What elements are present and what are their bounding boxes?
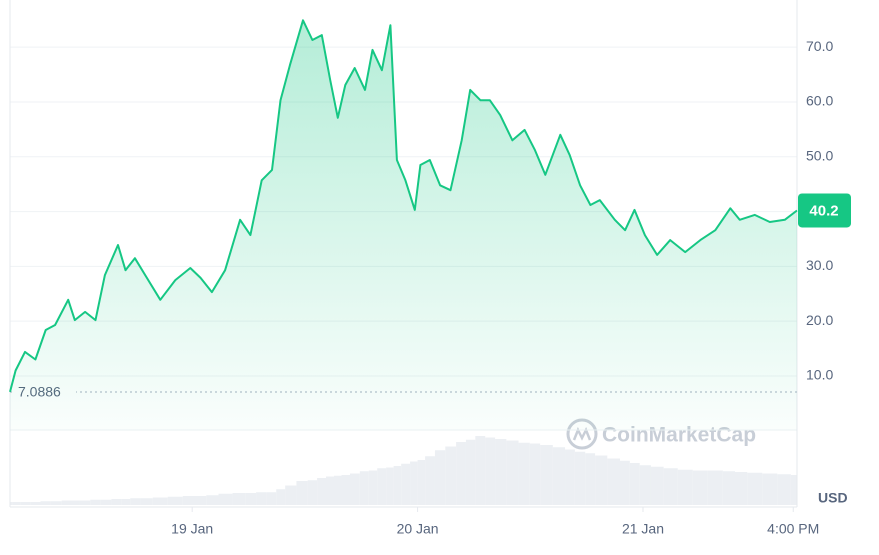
- volume-bar: [266, 492, 277, 505]
- volume-bar: [540, 445, 553, 505]
- volume-bar: [152, 497, 168, 505]
- unit-label: USD: [818, 490, 848, 506]
- last-price-label: 40.2: [809, 202, 838, 219]
- volume-bar: [595, 455, 608, 505]
- volume-bar: [307, 480, 318, 505]
- volume-bar: [79, 500, 91, 505]
- volume-bar: [777, 474, 791, 505]
- volume-bar: [552, 447, 566, 505]
- volume-bar: [368, 470, 378, 505]
- y-tick-label: 60.0: [806, 93, 833, 109]
- volume-bar: [574, 451, 586, 505]
- last-price-tag: [798, 193, 851, 228]
- volume-bar: [341, 475, 350, 505]
- volume-bar: [245, 493, 257, 505]
- volume-bar: [410, 461, 418, 505]
- volume-bar: [326, 476, 335, 505]
- volume-bar: [30, 502, 41, 505]
- volume-bar: [349, 473, 360, 505]
- volume-bar: [50, 501, 62, 505]
- volume-bar: [445, 446, 457, 505]
- volume-bar: [485, 437, 496, 505]
- volume-bar: [167, 496, 183, 505]
- volume-bar: [140, 498, 153, 505]
- volume-bar: [40, 501, 51, 505]
- volume-bar: [296, 481, 308, 505]
- volume-bar: [359, 471, 369, 505]
- volume-bar: [386, 467, 394, 505]
- volume-bar: [20, 502, 31, 505]
- volume-bar: [100, 499, 112, 505]
- volume-bar: [650, 466, 664, 505]
- volume-bar: [707, 470, 723, 505]
- volume-bar: [71, 500, 80, 505]
- volume-bar: [747, 472, 763, 505]
- volume-bar: [518, 442, 530, 505]
- volume-bar: [393, 466, 402, 505]
- volume-bar: [377, 468, 387, 505]
- volume-bar: [206, 495, 219, 505]
- volume-bar: [317, 478, 327, 505]
- volume-bar: [195, 496, 207, 505]
- volume-bar: [677, 469, 693, 505]
- volume-layer: [10, 436, 797, 505]
- volume-bar: [565, 449, 575, 505]
- price-line: [9, 19, 798, 393]
- volume-bar: [434, 450, 446, 505]
- x-tick-label: 4:00 PM: [767, 521, 819, 537]
- volume-bar: [232, 493, 246, 505]
- y-tick-label: 20.0: [806, 312, 833, 328]
- volume-bar: [465, 439, 476, 505]
- volume-bar: [790, 475, 797, 505]
- volume-bar: [12, 502, 21, 505]
- volume-bar: [762, 473, 778, 505]
- x-tick-label: 21 Jan: [622, 521, 664, 537]
- volume-bar: [495, 439, 507, 505]
- volume-bar: [285, 485, 297, 505]
- volume-bar: [417, 460, 426, 505]
- volume-bar: [130, 498, 141, 505]
- y-tick-label: 30.0: [806, 257, 833, 273]
- volume-bar: [639, 465, 651, 505]
- y-tick-label: 70.0: [806, 38, 833, 54]
- volume-bar: [334, 475, 342, 505]
- volume-bar: [456, 442, 466, 505]
- volume-bar: [629, 463, 640, 505]
- volume-bar: [529, 443, 541, 505]
- volume-bar: [663, 468, 678, 505]
- volume-bar: [735, 472, 748, 505]
- price-area: [10, 20, 797, 431]
- volume-bar: [506, 440, 519, 505]
- x-tick-label: 19 Jan: [171, 521, 213, 537]
- volume-bar: [256, 492, 267, 505]
- volume-bar: [61, 500, 72, 505]
- volume-bar: [90, 499, 101, 505]
- volume-bar: [218, 493, 233, 505]
- volume-bar: [475, 436, 486, 505]
- y-tick-label: 10.0: [806, 367, 833, 383]
- volume-bar: [182, 496, 196, 505]
- volume-bar: [425, 456, 435, 505]
- volume-bar: [10, 502, 13, 505]
- watermark-logo-mark: [572, 426, 592, 441]
- y-tick-label: 50.0: [806, 147, 833, 163]
- volume-bar: [619, 460, 630, 505]
- x-tick-label: 20 Jan: [397, 521, 439, 537]
- volume-bar: [401, 463, 411, 505]
- volume-bar: [121, 499, 131, 505]
- volume-bar: [692, 470, 708, 505]
- volume-bar: [585, 453, 596, 505]
- volume-bar: [111, 499, 122, 505]
- volume-bar: [276, 489, 286, 505]
- volume-bar: [722, 471, 736, 505]
- volume-bar: [607, 458, 620, 505]
